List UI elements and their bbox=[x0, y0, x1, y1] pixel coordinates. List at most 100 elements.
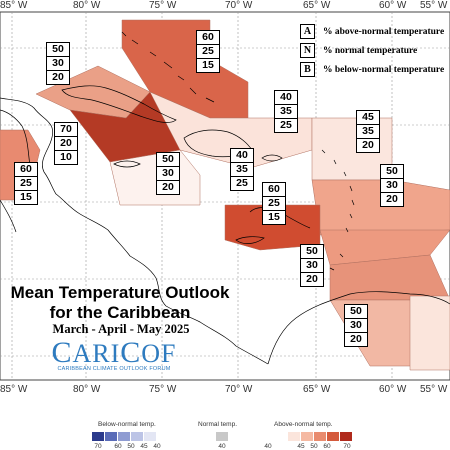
prob-above: 50 bbox=[381, 165, 403, 179]
key-letter: A bbox=[300, 24, 315, 39]
logo-subtitle: CARIBBEAN CLIMATE OUTLOOK FORUM bbox=[57, 366, 171, 372]
colorbar-tick: 60 bbox=[114, 443, 122, 450]
lon-label-bottom: 80° W bbox=[73, 384, 101, 395]
prob-above: 60 bbox=[15, 163, 37, 177]
colorbar-tick: 40 bbox=[218, 443, 226, 450]
lon-label-top: 75° W bbox=[149, 0, 177, 11]
key-row-normal: N % normal temperature bbox=[300, 41, 450, 60]
coastlines bbox=[0, 31, 450, 365]
prob-above: 40 bbox=[275, 91, 297, 105]
prob-box-eastern: 50 30 20 bbox=[380, 164, 404, 207]
colorbar-swatch-above-70 bbox=[340, 432, 352, 441]
prob-box-jamaica: 50 30 20 bbox=[156, 152, 180, 195]
map-frame bbox=[0, 11, 450, 381]
prob-above: 50 bbox=[157, 153, 179, 167]
key-row-below: B % below-normal temperature bbox=[300, 60, 450, 79]
prob-box-cuba-west: 50 30 20 bbox=[46, 42, 70, 85]
prob-box-hispaniola: 40 35 25 bbox=[230, 148, 254, 191]
lon-label-top: 85° W bbox=[0, 0, 28, 11]
key-text: % normal temperature bbox=[323, 45, 418, 56]
colorbar-swatch-above-45 bbox=[301, 432, 313, 441]
colorbar-swatch-below-50 bbox=[118, 432, 130, 441]
prob-above: 60 bbox=[263, 183, 285, 197]
colorbar-swatch-below-70 bbox=[92, 432, 104, 441]
zone-central-carib bbox=[224, 204, 321, 251]
lon-label-bottom: 85° W bbox=[0, 384, 28, 395]
prob-normal: 35 bbox=[275, 105, 297, 119]
colorbar-tick: 45 bbox=[140, 443, 148, 450]
prob-box-turks-caicos: 40 35 25 bbox=[274, 90, 298, 133]
colorbar-tick: 70 bbox=[94, 443, 102, 450]
prob-above: 50 bbox=[301, 245, 323, 259]
colorbar-swatch-below-45 bbox=[131, 432, 143, 441]
zone-guiana-east bbox=[409, 295, 450, 371]
prob-box-windward: 50 30 20 bbox=[300, 244, 324, 287]
prob-box-central: 60 25 15 bbox=[262, 182, 286, 225]
prob-box-guianas: 50 30 20 bbox=[344, 304, 368, 347]
prob-below: 20 bbox=[52, 71, 64, 83]
prob-normal: 30 bbox=[345, 319, 367, 333]
prob-below: 20 bbox=[162, 181, 174, 193]
zone-trinidad bbox=[329, 254, 450, 301]
prob-normal: 25 bbox=[263, 197, 285, 211]
lon-label-bottom: 60° W bbox=[379, 384, 407, 395]
colorbar-tick: 40 bbox=[153, 443, 161, 450]
lon-label-top: 55° W bbox=[420, 0, 448, 11]
key-text: % below-normal temperature bbox=[323, 64, 445, 75]
colorbar-tick: 50 bbox=[310, 443, 318, 450]
prob-normal: 35 bbox=[231, 163, 253, 177]
prob-below: 10 bbox=[60, 151, 72, 163]
prob-box-leeward: 45 35 20 bbox=[356, 110, 380, 153]
prob-normal: 25 bbox=[15, 177, 37, 191]
colorbar-normal-title: Normal temp. bbox=[198, 421, 238, 428]
prob-above: 70 bbox=[55, 123, 77, 137]
colorbar-tick: 70 bbox=[343, 443, 351, 450]
key-row-above: A % above-normal temperature bbox=[300, 22, 450, 41]
key-text: % above-normal temperature bbox=[323, 26, 445, 37]
colorbar-swatch-below-40 bbox=[144, 432, 156, 441]
colorbar-tick: 45 bbox=[297, 443, 305, 450]
title-line-1: Mean Temperature Outlook bbox=[10, 283, 230, 302]
prob-above: 40 bbox=[231, 149, 253, 163]
prob-box-bahamas: 60 25 15 bbox=[196, 30, 220, 73]
lon-label-top: 80° W bbox=[73, 0, 101, 11]
period-label: March - April - May 2025 bbox=[52, 322, 190, 336]
prob-below: 15 bbox=[202, 59, 214, 71]
prob-below: 15 bbox=[20, 191, 32, 203]
prob-normal: 30 bbox=[47, 57, 69, 71]
prob-box-belize: 60 25 15 bbox=[14, 162, 38, 205]
prob-below: 15 bbox=[268, 211, 280, 223]
prob-below: 20 bbox=[350, 333, 362, 345]
prob-above: 50 bbox=[345, 305, 367, 319]
colorbar-swatch-above-50 bbox=[314, 432, 326, 441]
prob-normal: 20 bbox=[55, 137, 77, 151]
colorbar-below-title: Below-normal temp. bbox=[98, 421, 156, 428]
prob-normal: 35 bbox=[357, 125, 379, 139]
title-line-2: for the Caribbean bbox=[49, 303, 191, 322]
colorbar-tick: 60 bbox=[323, 443, 331, 450]
prob-below: 20 bbox=[386, 193, 398, 205]
lon-label-bottom: 70° W bbox=[225, 384, 253, 395]
logo-wordmark: CARICOF bbox=[51, 336, 177, 369]
lon-label-top: 60° W bbox=[379, 0, 407, 11]
probability-key: A % above-normal temperature N % normal … bbox=[300, 22, 450, 79]
prob-above: 50 bbox=[47, 43, 69, 57]
prob-normal: 30 bbox=[381, 179, 403, 193]
lon-label-top: 65° W bbox=[303, 0, 331, 11]
key-letter: B bbox=[300, 62, 315, 77]
colorbar-tick: 50 bbox=[127, 443, 135, 450]
lon-label-bottom: 55° W bbox=[420, 384, 448, 395]
lon-label-bottom: 75° W bbox=[149, 384, 177, 395]
prob-box-cuba-east: 70 20 10 bbox=[54, 122, 78, 165]
prob-normal: 30 bbox=[301, 259, 323, 273]
colorbar-swatch-below-60 bbox=[105, 432, 117, 441]
prob-below: 25 bbox=[236, 177, 248, 189]
prob-above: 45 bbox=[357, 111, 379, 125]
prob-normal: 25 bbox=[197, 45, 219, 59]
prob-below: 20 bbox=[362, 139, 374, 151]
prob-below: 25 bbox=[280, 119, 292, 131]
prob-normal: 30 bbox=[157, 167, 179, 181]
prob-below: 20 bbox=[306, 273, 318, 285]
colorbar-swatch-normal bbox=[216, 432, 228, 441]
caricof-logo: CARICOF CARIBBEAN CLIMATE OUTLOOK FORUM bbox=[48, 336, 180, 373]
